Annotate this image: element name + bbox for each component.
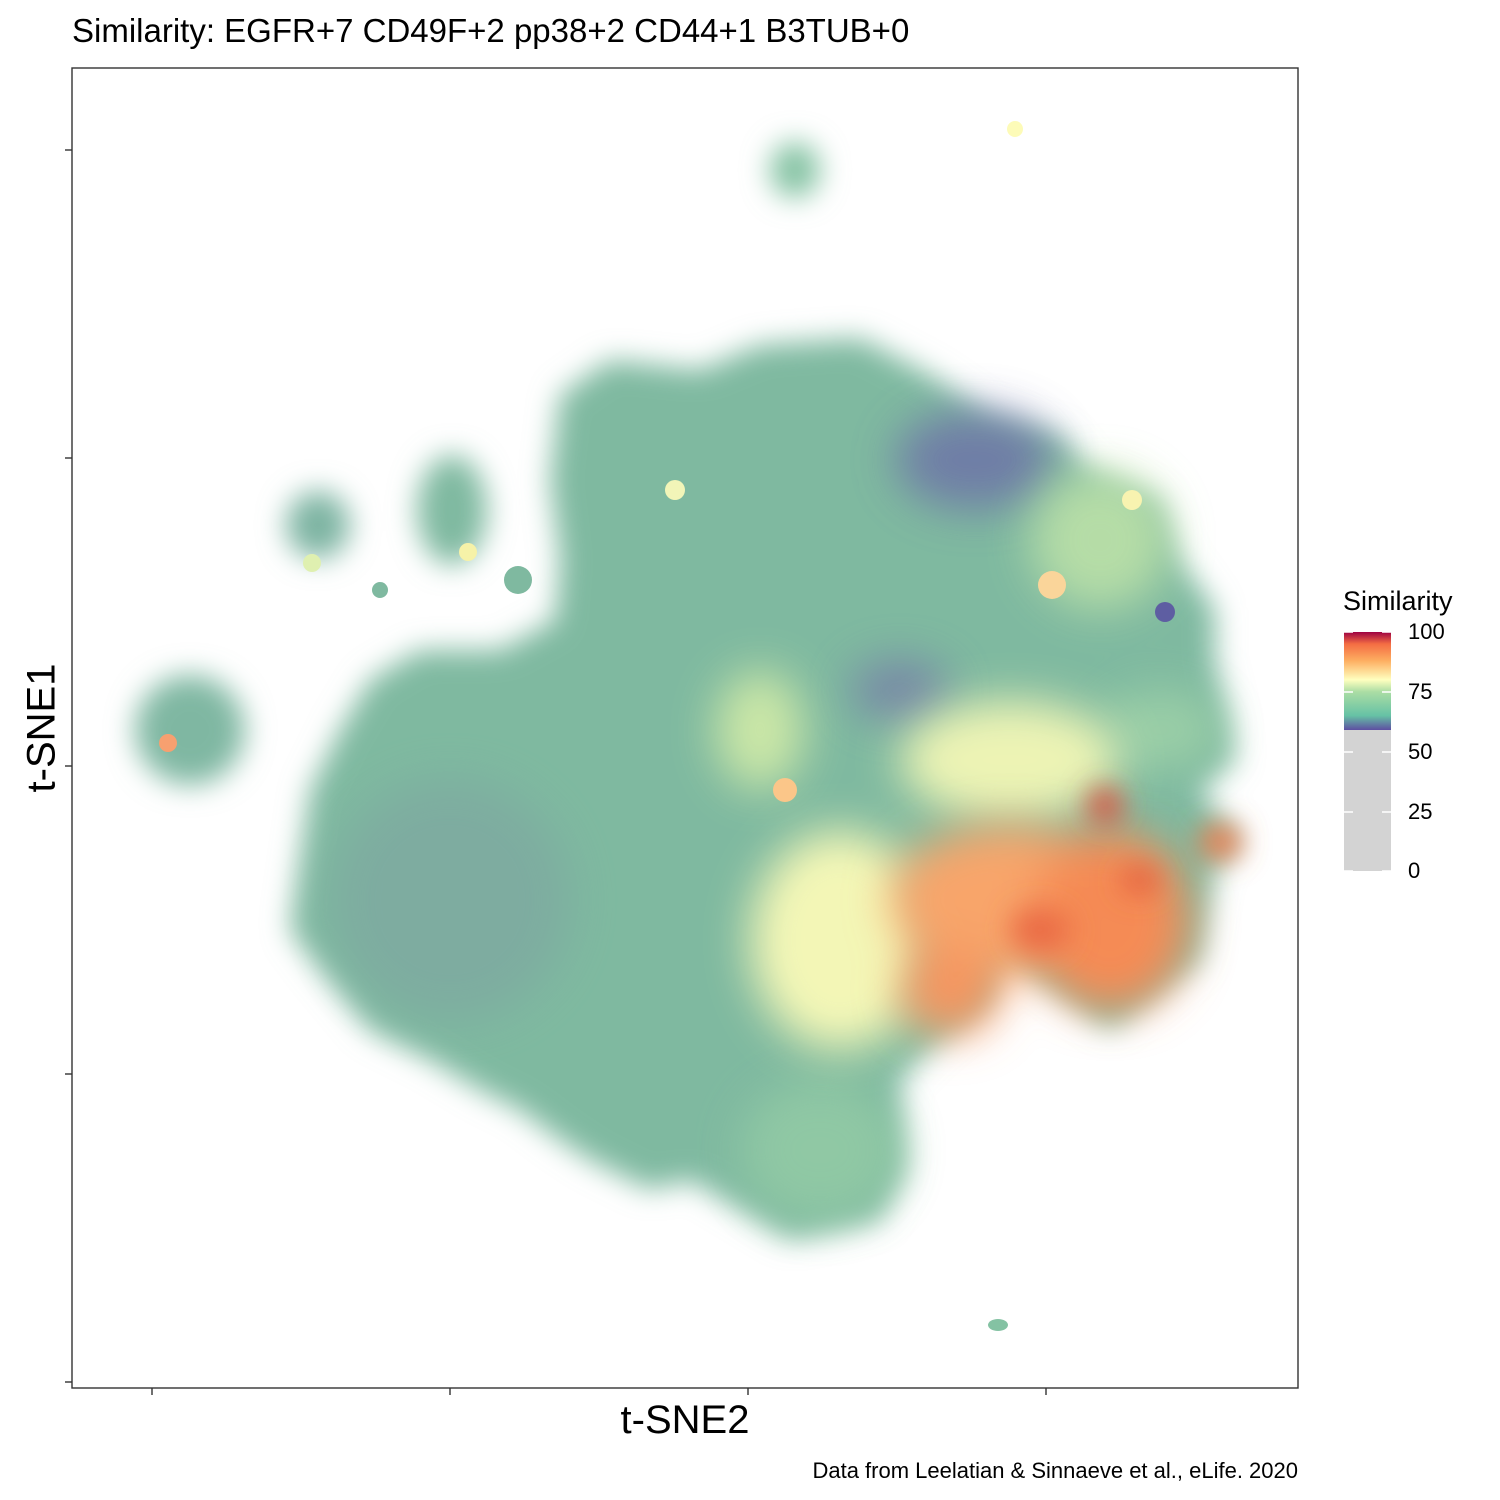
island-tiny-bottom — [988, 1319, 1008, 1331]
legend-tick-label: 100 — [1408, 619, 1445, 644]
island-right-edge — [1198, 824, 1242, 860]
legend-tick-label: 0 — [1408, 858, 1421, 883]
scatter-points — [135, 121, 1242, 1331]
legend-title: Similarity — [1343, 586, 1453, 616]
caption: Data from Leelatian & Sinnaeve et al., e… — [812, 1458, 1298, 1483]
legend-tick-label: 25 — [1408, 799, 1433, 824]
island-mid-upper — [417, 455, 487, 565]
chart-title: Similarity: EGFR+7 CD49F+2 pp38+2 CD44+1… — [72, 12, 910, 49]
island-left-upper — [286, 491, 350, 559]
legend-tick-label: 50 — [1408, 739, 1433, 764]
island-far-left — [135, 675, 245, 785]
legend-tick-label: 75 — [1408, 679, 1433, 704]
island-top — [770, 142, 820, 198]
y-axis-ticks — [65, 149, 72, 1383]
x-axis-ticks — [151, 1388, 1047, 1395]
island-tiny-top — [1007, 121, 1023, 137]
legend-colorbar — [1344, 631, 1391, 872]
x-axis-label: t-SNE2 — [620, 1398, 750, 1442]
